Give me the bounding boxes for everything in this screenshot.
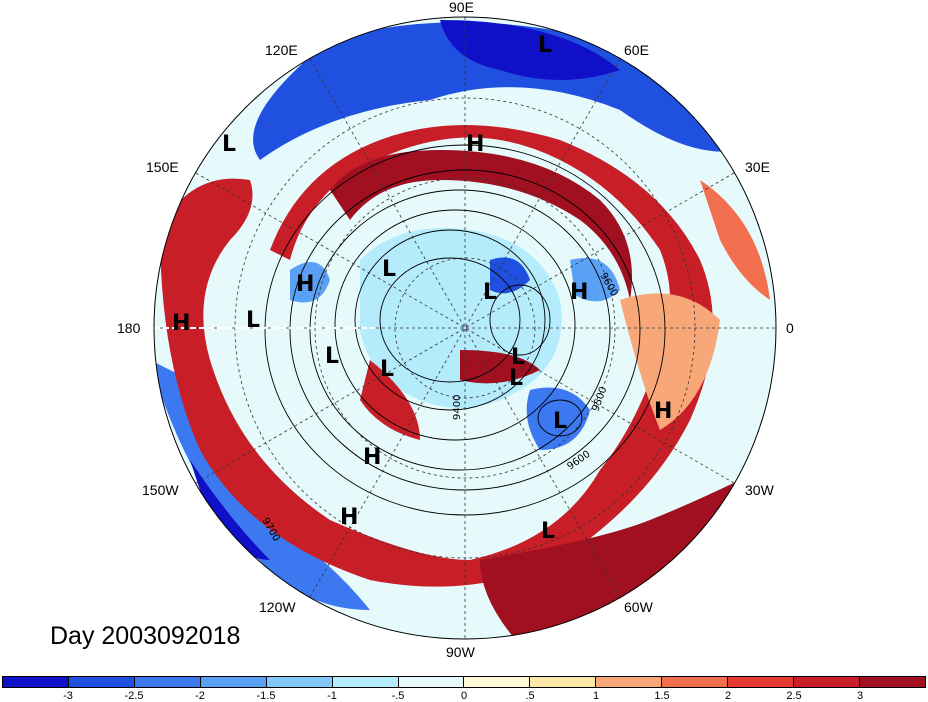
colorbar-swatch xyxy=(398,677,465,687)
lon-label-150w: 150W xyxy=(142,482,179,498)
pressure-center: L xyxy=(538,33,552,58)
pressure-center: L xyxy=(222,132,236,157)
map-boundary xyxy=(153,16,777,640)
pressure-center: L xyxy=(483,280,497,305)
pressure-center: L xyxy=(541,519,555,544)
colorbar-tick-label: .5 xyxy=(525,690,535,702)
colorbar-tick-label: -2 xyxy=(195,690,205,702)
pressure-center: H xyxy=(296,272,314,297)
lon-label-30w: 30W xyxy=(745,482,774,498)
pressure-center: H xyxy=(172,311,190,336)
contour-label: 9400 xyxy=(452,395,463,420)
pressure-centers: L L H L H L L H H L L L L L H H H L xyxy=(172,33,672,544)
lon-label-120e: 120E xyxy=(265,42,298,58)
lon-label-150e: 150E xyxy=(146,159,179,175)
colorbar-tick-label: -1.5 xyxy=(256,690,276,702)
colorbar-swatch xyxy=(134,677,201,687)
pressure-center: H xyxy=(363,445,381,470)
lon-label-60e: 60E xyxy=(624,42,649,58)
colorbar-swatch xyxy=(859,677,925,687)
lon-label-90e: 90E xyxy=(449,0,474,15)
pressure-center: L xyxy=(382,257,396,282)
colorbar-swatch xyxy=(794,677,860,687)
lon-label-90w: 90W xyxy=(446,644,475,660)
colorbar-swatch xyxy=(728,677,795,687)
pressure-center: L xyxy=(511,345,525,370)
colorbar-swatch xyxy=(464,677,531,687)
colorbar-tick-label: 1.5 xyxy=(654,690,670,702)
lon-label-0: 0 xyxy=(786,320,794,336)
colorbar xyxy=(2,676,926,688)
pressure-center: L xyxy=(509,366,523,391)
colorbar-swatch xyxy=(332,677,399,687)
pressure-center: H xyxy=(570,280,588,305)
pressure-center: L xyxy=(553,409,567,434)
colorbar-tick-label: 2 xyxy=(724,690,732,702)
anomaly-field: 9500 9600 9600 9700 9400 xyxy=(154,17,776,639)
pressure-center: H xyxy=(466,132,484,157)
colorbar-swatch xyxy=(200,677,267,687)
colorbar-tick-label: 2.5 xyxy=(786,690,802,702)
colorbar-tick-label: 0 xyxy=(460,690,468,702)
colorbar-swatch xyxy=(68,677,135,687)
lon-label-30e: 30E xyxy=(745,159,770,175)
plot-title: Day 2003092018 xyxy=(50,622,241,650)
pressure-center: L xyxy=(380,357,394,382)
lon-label-180: 180 xyxy=(117,320,141,336)
colorbar-swatch xyxy=(596,677,663,687)
pressure-center: H xyxy=(654,399,672,424)
lon-label-120w: 120W xyxy=(259,599,296,615)
colorbar-swatch xyxy=(662,677,729,687)
colorbar-tick-label: -3 xyxy=(63,690,73,702)
colorbar-tick-label: -2.5 xyxy=(124,690,144,702)
colorbar-tick-label: 3 xyxy=(856,690,864,702)
colorbar-tick-label: -1 xyxy=(327,690,337,702)
pressure-center: L xyxy=(246,308,260,333)
colorbar-swatch xyxy=(266,677,333,687)
colorbar-tick-label: 1 xyxy=(592,690,600,702)
pressure-center: H xyxy=(340,505,358,530)
lon-label-60w: 60W xyxy=(624,599,653,615)
colorbar-swatch xyxy=(3,677,69,687)
colorbar-tick-label: -.5 xyxy=(391,690,405,702)
pressure-center: L xyxy=(325,344,339,369)
colorbar-swatch xyxy=(530,677,597,687)
